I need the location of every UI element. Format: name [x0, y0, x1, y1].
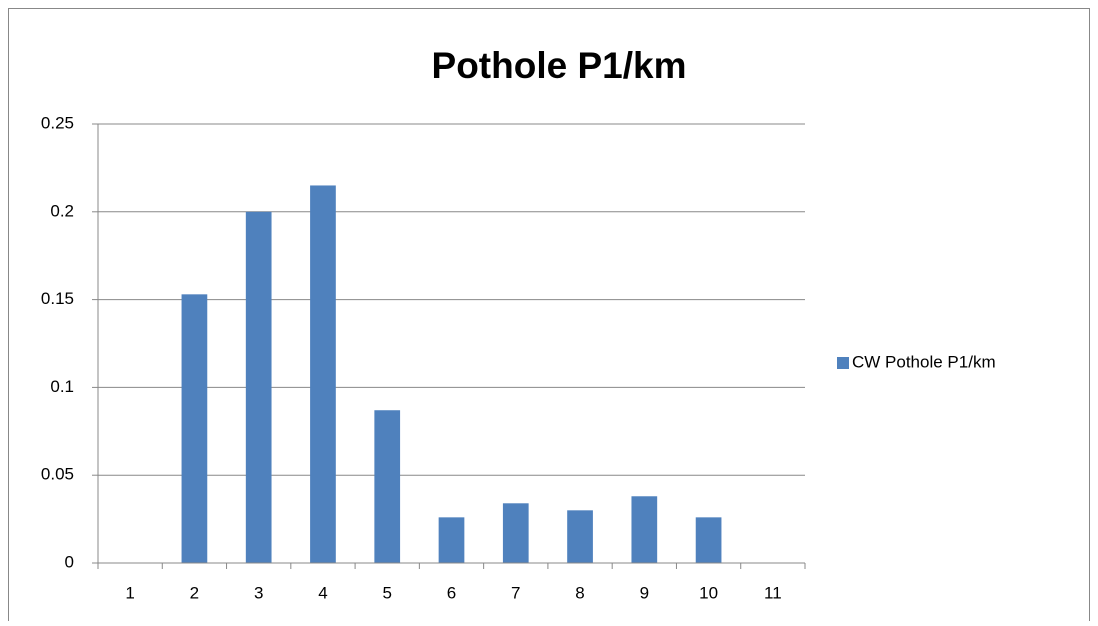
x-tick-label: 6 — [447, 583, 456, 602]
bar — [374, 410, 401, 563]
bar — [181, 294, 208, 563]
y-tick-label: 0.15 — [41, 289, 74, 308]
y-tick-label: 0.05 — [41, 465, 74, 484]
chart-title: Pothole P1/km — [432, 45, 687, 86]
x-tick-label: 2 — [190, 583, 199, 602]
y-tick-label: 0.2 — [50, 201, 74, 220]
bar — [631, 496, 658, 563]
legend-swatch — [837, 357, 849, 369]
x-tick-label: 11 — [764, 583, 782, 602]
x-tick-label: 3 — [254, 583, 263, 602]
legend-label: CW Pothole P1/km — [852, 352, 996, 371]
x-tick-label: 7 — [511, 583, 520, 602]
x-tick-label: 9 — [640, 583, 649, 602]
bar — [310, 185, 336, 563]
bar — [438, 517, 465, 563]
bar — [567, 510, 593, 563]
bar — [695, 517, 722, 563]
y-tick-label: 0.25 — [41, 113, 74, 132]
chart-frame — [8, 8, 1090, 626]
x-tick-label: 4 — [318, 583, 327, 602]
y-tick-label: 0.1 — [50, 377, 74, 396]
y-tick-label: 0 — [65, 552, 74, 571]
x-tick-label: 1 — [125, 583, 134, 602]
x-tick-label: 5 — [382, 583, 391, 602]
bar — [245, 211, 272, 564]
x-tick-label: 8 — [575, 583, 584, 602]
x-tick-label: 10 — [699, 583, 718, 602]
bar — [502, 503, 529, 563]
